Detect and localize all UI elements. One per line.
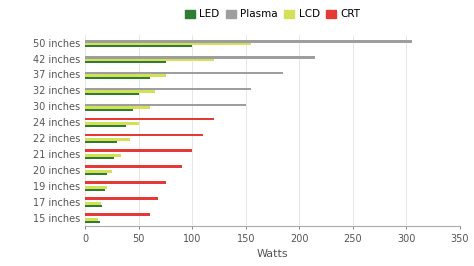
Bar: [85, 90, 155, 93]
Bar: [85, 154, 120, 157]
Bar: [85, 45, 192, 47]
Bar: [85, 141, 118, 143]
Bar: [85, 173, 107, 175]
Bar: [85, 157, 114, 159]
Bar: [85, 74, 165, 77]
Bar: [85, 72, 283, 74]
Bar: [85, 61, 165, 63]
Bar: [85, 149, 192, 152]
Bar: [85, 122, 139, 125]
Legend: LED, Plasma, LCD, CRT: LED, Plasma, LCD, CRT: [180, 5, 365, 24]
Bar: [85, 181, 165, 184]
Bar: [85, 125, 126, 127]
Bar: [85, 88, 251, 90]
Bar: [85, 138, 130, 141]
Bar: [85, 109, 134, 111]
Bar: [85, 186, 107, 189]
Bar: [85, 59, 214, 61]
Bar: [85, 43, 251, 45]
Bar: [85, 205, 102, 207]
Bar: [85, 118, 214, 120]
Bar: [85, 77, 149, 79]
Bar: [85, 40, 411, 43]
Bar: [85, 170, 112, 173]
Bar: [85, 197, 158, 200]
Bar: [85, 104, 246, 106]
X-axis label: Watts: Watts: [257, 249, 288, 259]
Bar: [85, 134, 203, 136]
Bar: [85, 56, 315, 59]
Bar: [85, 106, 149, 109]
Bar: [85, 93, 139, 95]
Bar: [85, 165, 182, 168]
Bar: [85, 218, 98, 221]
Bar: [85, 202, 101, 205]
Bar: [85, 189, 105, 191]
Bar: [85, 221, 100, 223]
Bar: [85, 213, 149, 216]
